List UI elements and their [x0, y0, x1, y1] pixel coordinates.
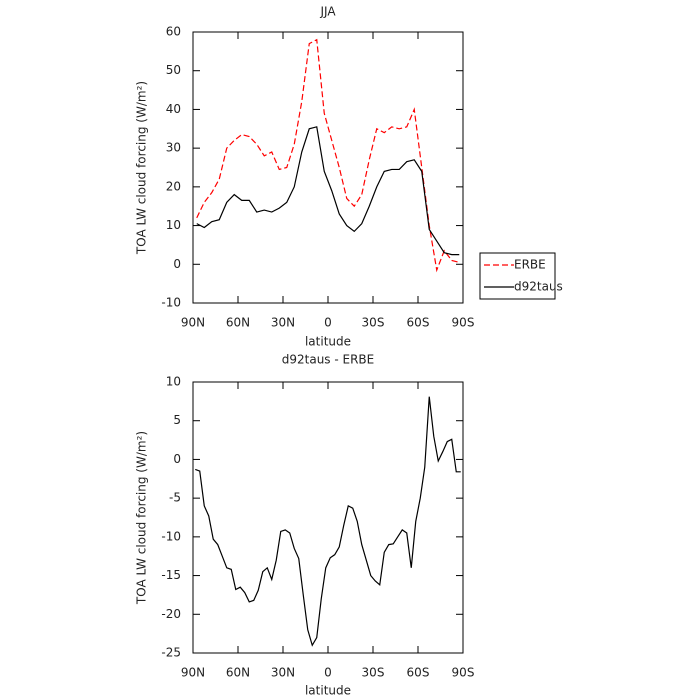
plot-frame	[192, 381, 464, 654]
y-axis-label: TOA LW cloud forcing (W/m²)	[135, 431, 149, 605]
data-line	[195, 396, 461, 647]
y-tick-label: -25	[161, 646, 181, 660]
y-tick-label: -5	[169, 491, 181, 505]
y-tick-label: 60	[166, 25, 181, 39]
data-line	[196, 126, 460, 256]
x-tick-label: 60S	[407, 316, 430, 330]
y-axis-label: TOA LW cloud forcing (W/m²)	[135, 81, 149, 255]
data-line	[196, 38, 460, 273]
x-tick-label: 60N	[226, 666, 250, 680]
y-tick-label: -10	[161, 529, 181, 543]
y-tick-label: 5	[173, 413, 181, 427]
y-tick-label: -15	[161, 568, 181, 582]
x-tick-label: 30N	[271, 316, 295, 330]
y-tick-label: 20	[166, 179, 181, 193]
y-tick-label: 30	[166, 141, 181, 155]
chart-title: JJA	[319, 5, 336, 19]
x-tick-label: 90S	[452, 666, 475, 680]
x-tick-label: 0	[324, 666, 332, 680]
y-tick-label: 50	[166, 63, 181, 77]
x-tick-label: 90S	[452, 316, 475, 330]
x-tick-label: 0	[324, 316, 332, 330]
x-tick-label: 30S	[362, 666, 385, 680]
legend-label: ERBE	[514, 258, 546, 272]
y-tick-label: 10	[166, 375, 181, 389]
plot-frame	[192, 31, 464, 304]
legend-box	[479, 252, 556, 300]
x-axis-label: latitude	[305, 335, 351, 349]
y-tick-label: -10	[161, 296, 181, 310]
x-tick-label: 60N	[226, 316, 250, 330]
legend-label: d92taus	[514, 280, 563, 294]
y-tick-label: 0	[173, 452, 181, 466]
y-tick-label: 40	[166, 102, 181, 116]
x-tick-label: 90N	[181, 316, 205, 330]
x-tick-label: 30S	[362, 316, 385, 330]
chart-title: d92taus - ERBE	[282, 353, 375, 367]
x-tick-label: 90N	[181, 666, 205, 680]
x-axis-label: latitude	[305, 684, 351, 698]
x-tick-label: 30N	[271, 666, 295, 680]
x-tick-label: 60S	[407, 666, 430, 680]
y-tick-label: 10	[166, 218, 181, 232]
y-tick-label: -20	[161, 607, 181, 621]
y-tick-label: 0	[173, 257, 181, 271]
